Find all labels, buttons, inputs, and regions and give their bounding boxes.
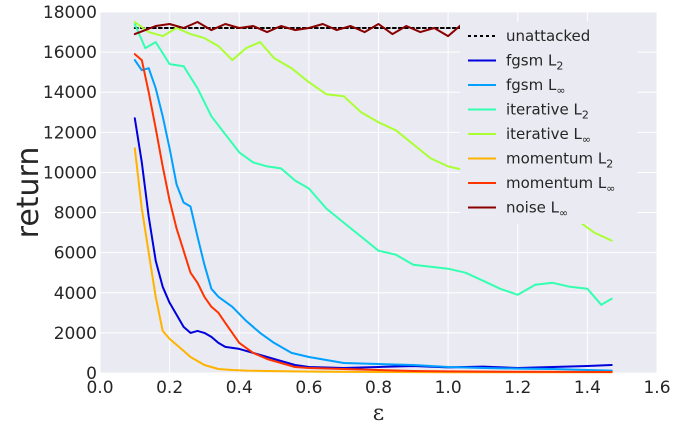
series-line-2	[133, 59, 613, 372]
series-line-7	[133, 21, 470, 38]
legend-label-6: momentum L∞	[506, 174, 615, 195]
legend-label-5: momentum L2	[506, 150, 613, 171]
x-tick-label: 0.2	[156, 378, 183, 398]
x-tick-label: 1.0	[435, 378, 462, 398]
y-axis-label: return	[11, 147, 46, 239]
y-tick-label: 10000	[43, 163, 97, 183]
y-tick-label: 18000	[43, 3, 97, 23]
x-tick-label: 0.0	[86, 378, 113, 398]
x-tick-label: 1.6	[643, 378, 670, 398]
legend-label-1: fgsm L2	[506, 52, 563, 73]
legend-label-0: unattacked	[506, 27, 590, 45]
x-tick-label: 0.6	[295, 378, 322, 398]
x-tick-label: 1.2	[504, 378, 531, 398]
y-tick-label: 8000	[54, 204, 97, 224]
legend-label-3: iterative L2	[506, 101, 589, 122]
x-tick-label: 0.8	[365, 378, 392, 398]
y-tick-label: 14000	[43, 83, 97, 103]
x-tick-label: 1.4	[574, 378, 601, 398]
series-line-3	[133, 23, 613, 306]
y-tick-label: 0	[86, 364, 97, 384]
x-tick-label: 0.4	[226, 378, 253, 398]
legend-box	[460, 22, 637, 224]
legend-label-4: iterative L∞	[506, 125, 591, 146]
legend: unattacked fgsm L2 fgsm L∞ iterative L2 iter…	[460, 22, 637, 224]
series-line-5	[133, 147, 613, 374]
y-tick-label: 16000	[43, 43, 97, 63]
y-tick-label: 12000	[43, 123, 97, 143]
series-line-6	[133, 53, 613, 373]
y-tick-label: 6000	[54, 244, 97, 264]
x-axis-label: ε	[373, 401, 384, 426]
legend-label-7: noise L∞	[506, 199, 568, 220]
x-tick-labels: 0.0 0.2 0.4 0.6 0.8 1.0 1.2 1.4 1.6	[86, 378, 670, 398]
y-tick-label: 4000	[54, 284, 97, 304]
legend-label-2: fgsm L∞	[506, 76, 566, 97]
y-tick-labels: 0 2000 4000 6000 8000 10000 12000 14000 16000 180…	[43, 3, 97, 384]
y-tick-label: 2000	[54, 324, 97, 344]
